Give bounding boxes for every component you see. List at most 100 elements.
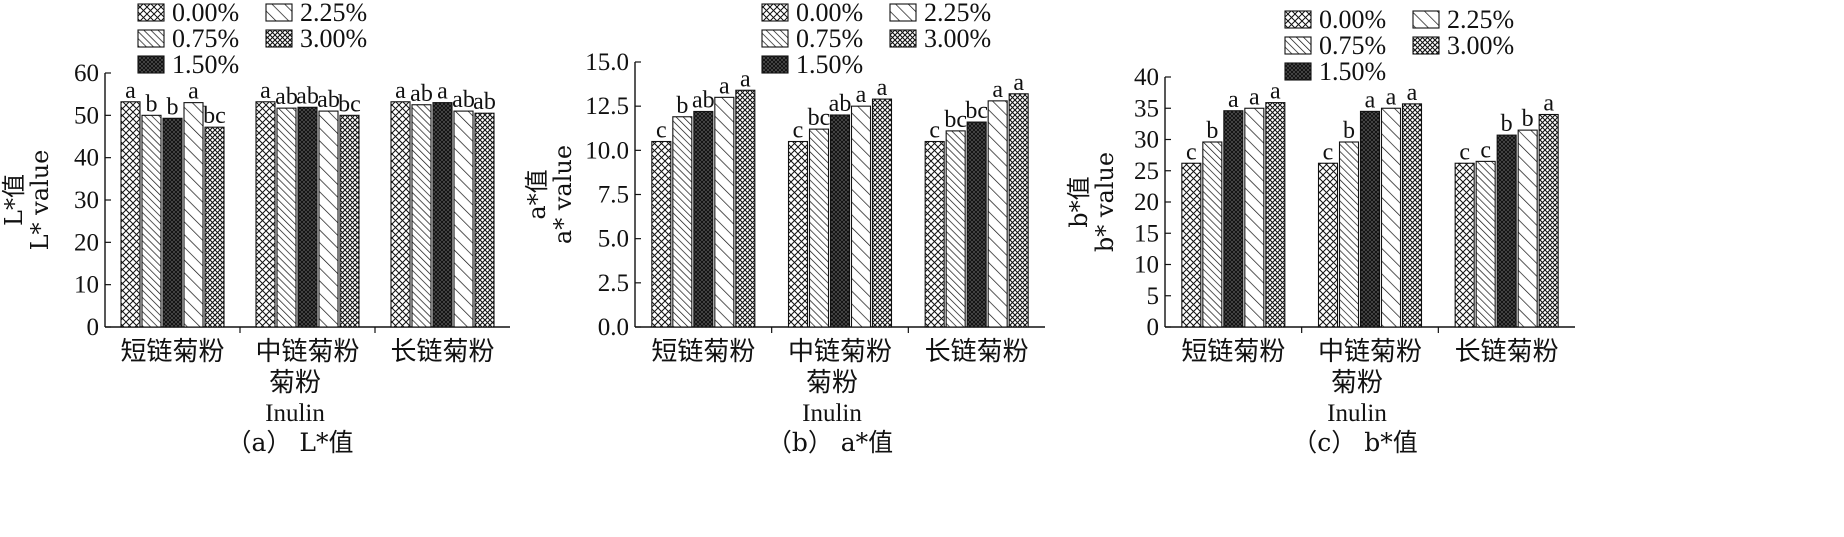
bar bbox=[318, 110, 339, 328]
bar bbox=[1359, 110, 1381, 328]
y-axis-label-en: b* value bbox=[1091, 152, 1119, 252]
y-tick-label: 10 bbox=[1134, 252, 1159, 279]
significance-label: ab bbox=[296, 83, 319, 109]
category-label: 长链菊粉 bbox=[1455, 337, 1559, 367]
significance-label: a bbox=[188, 79, 199, 105]
bar bbox=[693, 110, 714, 328]
category-label: 中链菊粉 bbox=[1318, 337, 1422, 367]
panel-caption: （a） L*值 bbox=[227, 428, 354, 457]
bar bbox=[204, 126, 225, 328]
significance-label: bc bbox=[338, 91, 361, 117]
bar bbox=[1338, 141, 1360, 328]
bar bbox=[966, 121, 987, 328]
legend-swatch bbox=[889, 3, 917, 22]
legend-swatch bbox=[1412, 10, 1440, 29]
y-axis-label-en: L* value bbox=[26, 150, 54, 251]
significance-label: ab bbox=[410, 81, 433, 107]
significance-label: a bbox=[125, 78, 136, 104]
y-tick-label: 5.0 bbox=[598, 226, 629, 253]
bar bbox=[411, 104, 432, 328]
significance-label: a bbox=[740, 66, 751, 92]
significance-label: a bbox=[856, 82, 867, 108]
significance-label: a bbox=[992, 77, 1003, 103]
y-tick-label: 20 bbox=[74, 229, 99, 256]
significance-label: c bbox=[1480, 137, 1491, 163]
category-label: 短链菊粉 bbox=[120, 337, 224, 367]
bar bbox=[1317, 162, 1339, 328]
y-tick-label: 35 bbox=[1134, 95, 1159, 122]
legend-label: 0.00% bbox=[796, 0, 863, 27]
y-tick-label: 60 bbox=[74, 60, 99, 87]
significance-label: a bbox=[1365, 87, 1376, 113]
x-axis-label-en: Inulin bbox=[265, 400, 325, 427]
significance-label: b bbox=[1206, 118, 1218, 144]
legend: 0.00% 2.25% 0.75% 3.00% 1.50% bbox=[761, 0, 991, 79]
y-tick-label: 0 bbox=[1147, 314, 1160, 341]
legend-swatch bbox=[761, 55, 789, 74]
significance-label: bc bbox=[944, 107, 967, 133]
legend-label: 3.00% bbox=[300, 24, 367, 53]
y-tick-label: 30 bbox=[74, 187, 99, 214]
bar bbox=[183, 102, 204, 328]
significance-label: c bbox=[1323, 139, 1334, 165]
bar bbox=[1517, 129, 1538, 328]
y-axis-label-en: a* value bbox=[549, 145, 577, 244]
y-tick-label: 10 bbox=[74, 272, 99, 299]
bar bbox=[474, 112, 495, 328]
bar bbox=[1380, 107, 1402, 328]
bar bbox=[390, 101, 411, 328]
legend-label: 2.25% bbox=[300, 0, 367, 27]
legend-swatch bbox=[265, 3, 293, 22]
significance-label: ab bbox=[829, 91, 852, 117]
legend-label: 1.50% bbox=[1319, 57, 1386, 86]
legend: 0.00% 2.25% 0.75% 3.00% 1.50% bbox=[1284, 5, 1514, 86]
significance-label: c bbox=[929, 118, 940, 144]
x-axis-label: 菊粉 bbox=[1331, 368, 1383, 398]
bar bbox=[850, 105, 872, 328]
significance-label: a bbox=[437, 79, 448, 105]
y-tick-label: 0.0 bbox=[598, 314, 629, 341]
y-tick-label: 40 bbox=[1134, 64, 1159, 91]
bar bbox=[1202, 141, 1223, 328]
significance-label: a bbox=[877, 75, 888, 101]
significance-label: a bbox=[719, 73, 730, 99]
bar bbox=[1265, 102, 1286, 328]
x-axis-label: 菊粉 bbox=[269, 368, 321, 398]
legend-label: 1.50% bbox=[796, 50, 863, 79]
category-label: 长链菊粉 bbox=[925, 337, 1029, 367]
legend-label: 2.25% bbox=[1447, 5, 1514, 34]
bar bbox=[808, 128, 830, 328]
bar bbox=[1008, 93, 1029, 328]
bar bbox=[1496, 134, 1517, 328]
y-tick-label: 40 bbox=[74, 145, 99, 172]
category-label: 短链菊粉 bbox=[1181, 337, 1285, 367]
legend-swatch bbox=[761, 29, 789, 48]
bar bbox=[453, 110, 474, 328]
bar bbox=[1538, 113, 1559, 328]
significance-label: ab bbox=[452, 87, 475, 113]
legend-swatch bbox=[265, 29, 293, 48]
legend-swatch bbox=[137, 3, 165, 22]
bar bbox=[924, 140, 945, 328]
legend-swatch bbox=[761, 3, 789, 22]
significance-label: b bbox=[1501, 111, 1513, 137]
panel-caption: （b） a*值 bbox=[767, 428, 893, 457]
significance-label: bc bbox=[808, 105, 831, 131]
significance-label: ab bbox=[317, 87, 340, 113]
significance-label: b bbox=[146, 91, 158, 117]
significance-label: ab bbox=[473, 89, 496, 115]
legend-swatch bbox=[889, 29, 917, 48]
legend-swatch bbox=[1412, 36, 1440, 55]
x-axis-label: 菊粉 bbox=[806, 368, 858, 398]
significance-label: a bbox=[1013, 70, 1024, 96]
significance-label: a bbox=[1543, 91, 1554, 117]
bar bbox=[829, 114, 851, 328]
bar bbox=[651, 140, 672, 328]
category-label: 长链菊粉 bbox=[390, 337, 494, 367]
y-tick-label: 12.5 bbox=[585, 93, 629, 120]
bar bbox=[672, 116, 693, 328]
significance-label: b bbox=[676, 93, 688, 119]
